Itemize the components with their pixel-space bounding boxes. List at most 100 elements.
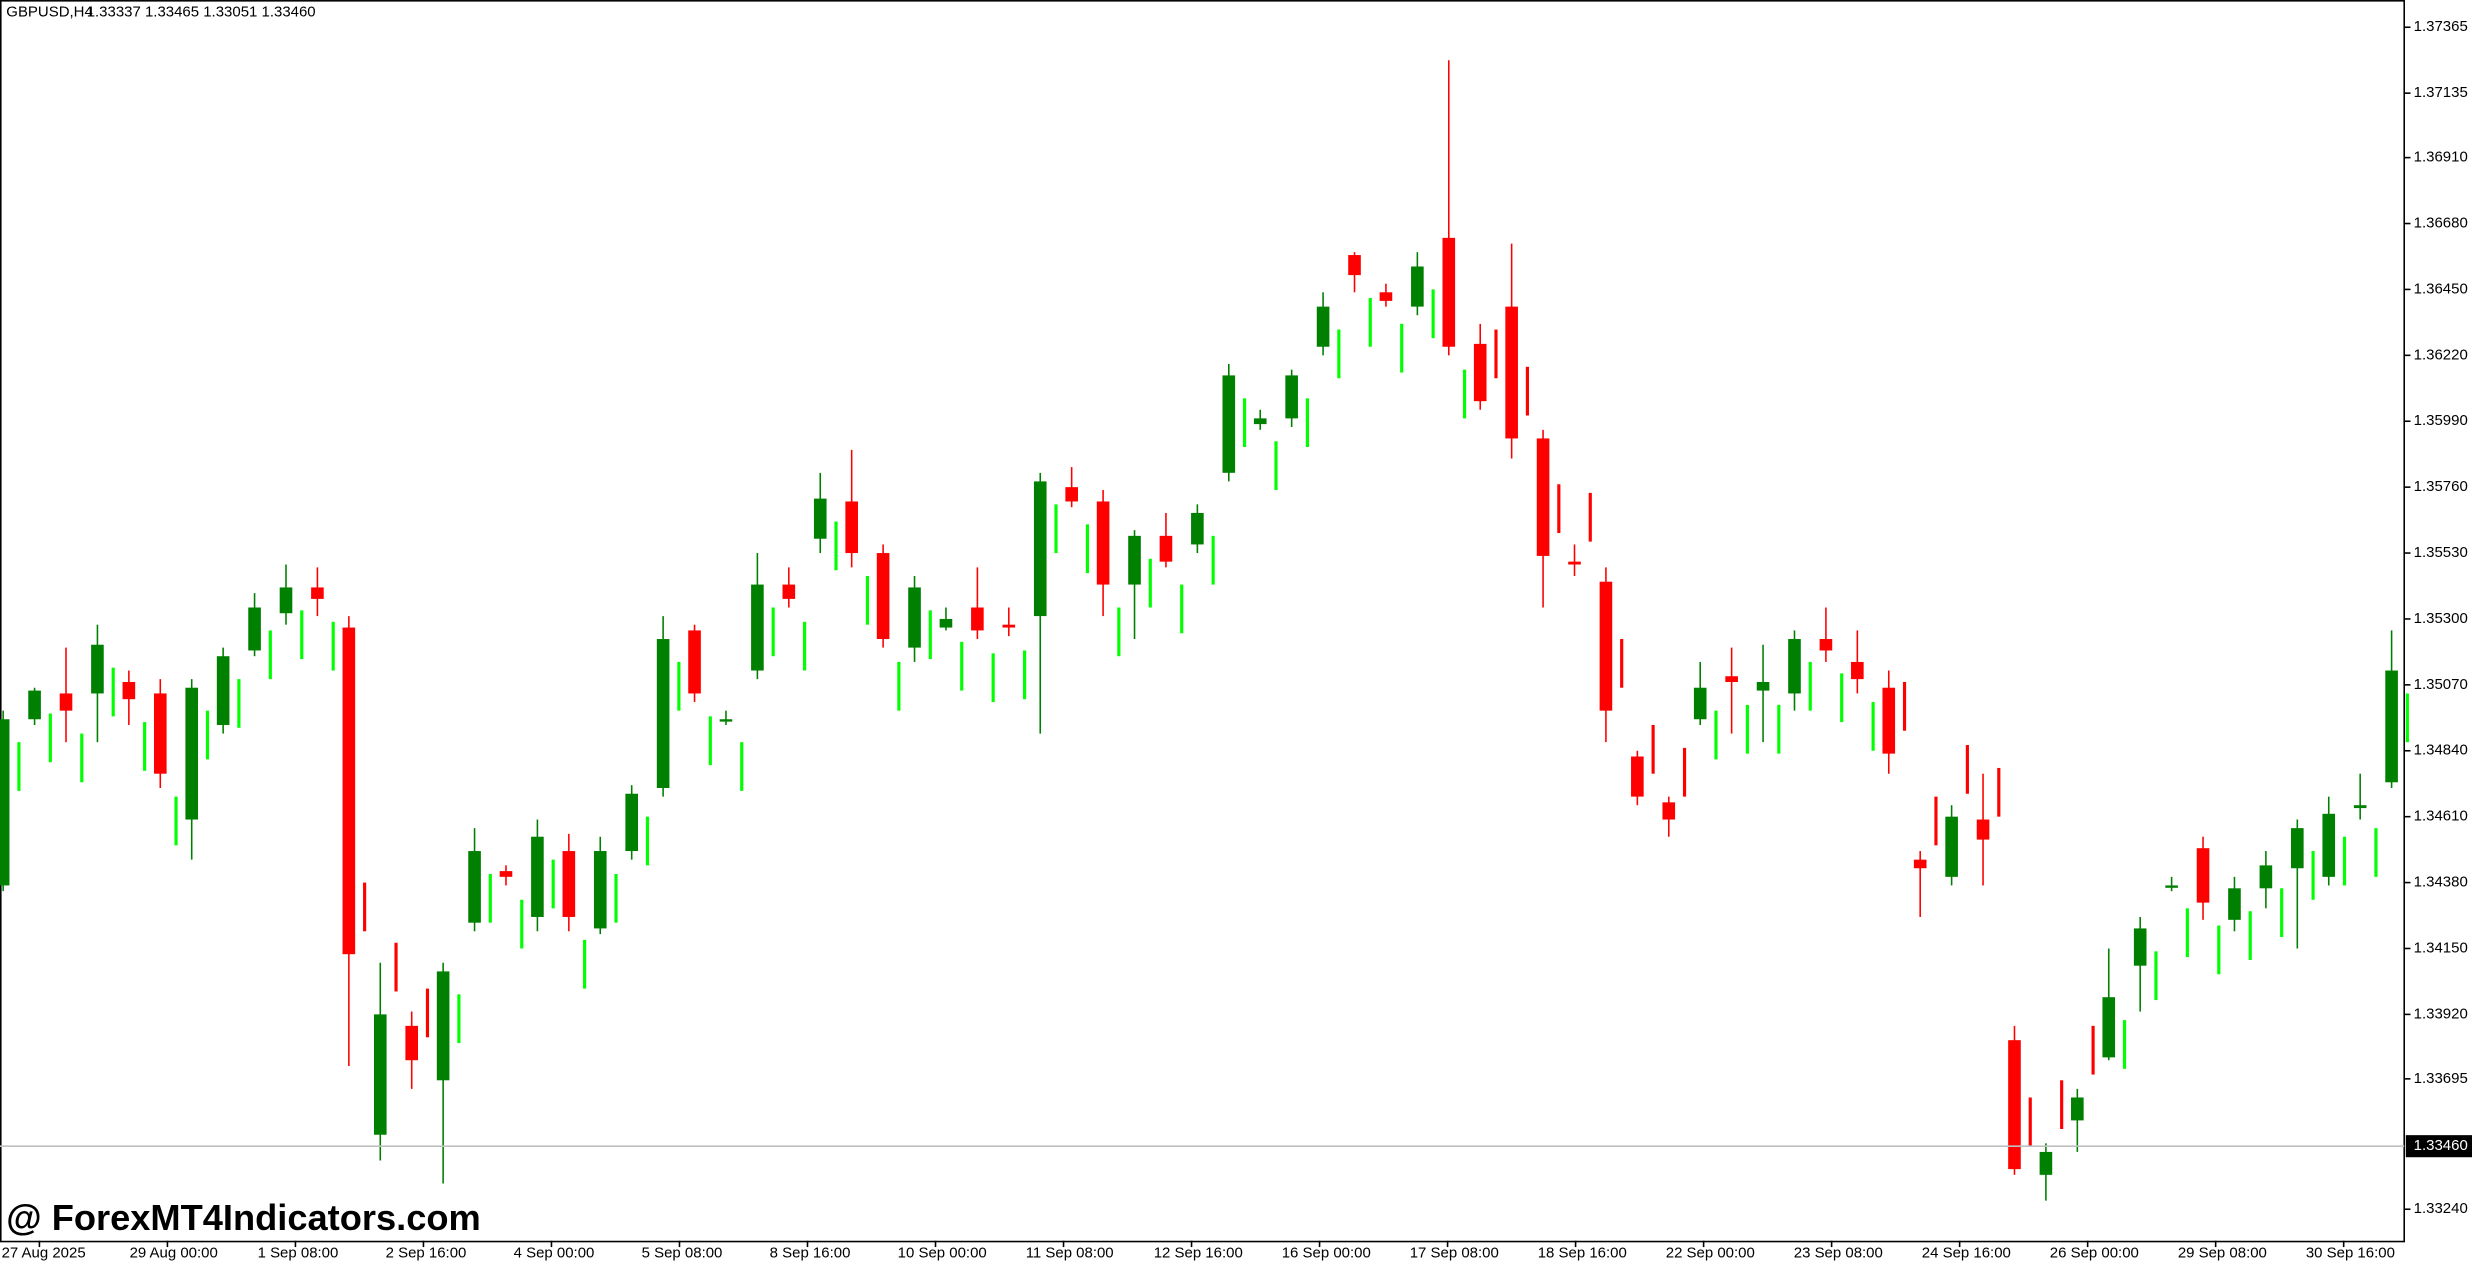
candle-body	[971, 607, 984, 631]
signal-bar	[1934, 796, 1938, 846]
candle-body	[468, 851, 481, 923]
candle-body	[1285, 375, 1298, 419]
candle-body	[1882, 687, 1896, 754]
plot-frame	[0, 0, 2405, 1243]
candle-body	[2353, 805, 2367, 809]
signal-bar	[2405, 693, 2409, 743]
signal-bar	[2185, 908, 2189, 958]
candle-body	[91, 644, 104, 694]
candle-body	[1159, 535, 1173, 562]
x-tick-label: 16 Sep 00:00	[1282, 1244, 1371, 1261]
signal-bar	[1588, 492, 1592, 542]
signal-bar	[2091, 1025, 2095, 1075]
candle-body	[1033, 481, 1047, 617]
signal-bar	[80, 733, 84, 783]
signal-bar	[1840, 673, 1844, 723]
candle-body	[1976, 819, 1990, 840]
candle-body	[1568, 561, 1581, 565]
signal-bar	[1651, 724, 1655, 774]
candle-body	[311, 587, 324, 599]
candle-body	[1788, 639, 1801, 694]
signal-bar	[2280, 888, 2284, 938]
signal-bar	[1808, 661, 1812, 711]
candle-body	[279, 587, 293, 614]
candle-body	[1379, 292, 1393, 301]
candle-body	[2385, 670, 2398, 783]
signal-bar	[363, 882, 367, 932]
candle-body	[153, 693, 167, 774]
signal-bar	[1337, 329, 1341, 379]
signal-bar	[771, 607, 775, 657]
symbol-title: GBPUSD,H4	[6, 4, 93, 21]
x-tick-label: 2 Sep 16:00	[386, 1244, 467, 1261]
signal-bar	[111, 667, 115, 717]
x-tick-label: 26 Sep 00:00	[2050, 1244, 2139, 1261]
candle-body	[593, 851, 607, 929]
signal-bar	[174, 796, 178, 846]
candle-body	[373, 1014, 387, 1135]
y-tick-label: 1.36450	[2414, 280, 2468, 297]
y-tick-label: 1.35760	[2414, 478, 2468, 495]
marks	[0, 60, 2409, 1201]
signal-bar	[1965, 745, 1969, 794]
candle-body	[2165, 885, 2178, 888]
signal-bar	[740, 742, 744, 791]
signal-bar	[677, 661, 681, 711]
signal-bar	[1054, 504, 1058, 554]
candle-body	[2259, 865, 2273, 889]
candle-body	[216, 656, 230, 725]
candle-body	[2196, 848, 2210, 903]
x-tick-label: 11 Sep 08:00	[1026, 1244, 1114, 1261]
candle-body	[1662, 802, 1676, 820]
last-price-box	[2405, 1135, 2472, 1158]
signal-bar	[331, 621, 335, 671]
signal-bar	[1714, 710, 1718, 760]
signal-bar	[1494, 329, 1498, 379]
candle-body	[2291, 828, 2304, 869]
candle-body	[342, 627, 356, 955]
signal-bar	[1431, 289, 1435, 339]
candle-body	[1913, 859, 1927, 869]
candle-body	[0, 719, 10, 886]
candle-body	[28, 690, 41, 720]
signal-bar	[1902, 681, 1907, 731]
signal-bar	[488, 873, 492, 923]
y-tick-label: 1.33695	[2414, 1070, 2468, 1087]
candle-body	[845, 501, 858, 554]
signal-bar	[1462, 369, 1467, 419]
y-tick-label: 1.37365	[2414, 18, 2468, 35]
signal-bar	[928, 610, 932, 660]
candle-body	[2102, 997, 2116, 1058]
signal-bar	[2311, 851, 2315, 900]
signal-bar	[2060, 1080, 2064, 1130]
y-tick-label: 1.35070	[2414, 676, 2468, 693]
signal-bar	[1148, 558, 1152, 608]
candle-body	[1442, 237, 1456, 347]
y-tick-label: 1.36910	[2414, 149, 2468, 166]
y-tick-label: 1.34610	[2414, 808, 2468, 825]
candle-body	[2133, 928, 2147, 966]
candle-body	[1693, 687, 1707, 720]
candle-body	[2322, 813, 2336, 877]
candle-body	[1253, 418, 1267, 425]
signal-bar	[1368, 298, 1372, 347]
signal-bar	[2122, 1020, 2127, 1069]
signal-bar	[1557, 484, 1561, 533]
candle-body	[751, 584, 764, 671]
signal-bar	[457, 994, 461, 1044]
y-tick-label: 1.35300	[2414, 610, 2468, 627]
signal-bar	[1305, 398, 1309, 448]
candle-body	[1128, 535, 1141, 585]
candle-body	[719, 719, 733, 722]
x-tick-label: 18 Sep 16:00	[1538, 1244, 1627, 1261]
candle-body	[908, 587, 921, 648]
y-tick-label: 1.35990	[2414, 412, 2468, 429]
y-tick-label: 1.34150	[2414, 939, 2468, 956]
candle-body	[499, 871, 513, 877]
candle-body	[531, 836, 544, 917]
signal-bar	[2028, 1097, 2032, 1147]
x-tick-label: 27 Aug 2025	[2, 1244, 86, 1261]
candle-body	[939, 618, 953, 628]
